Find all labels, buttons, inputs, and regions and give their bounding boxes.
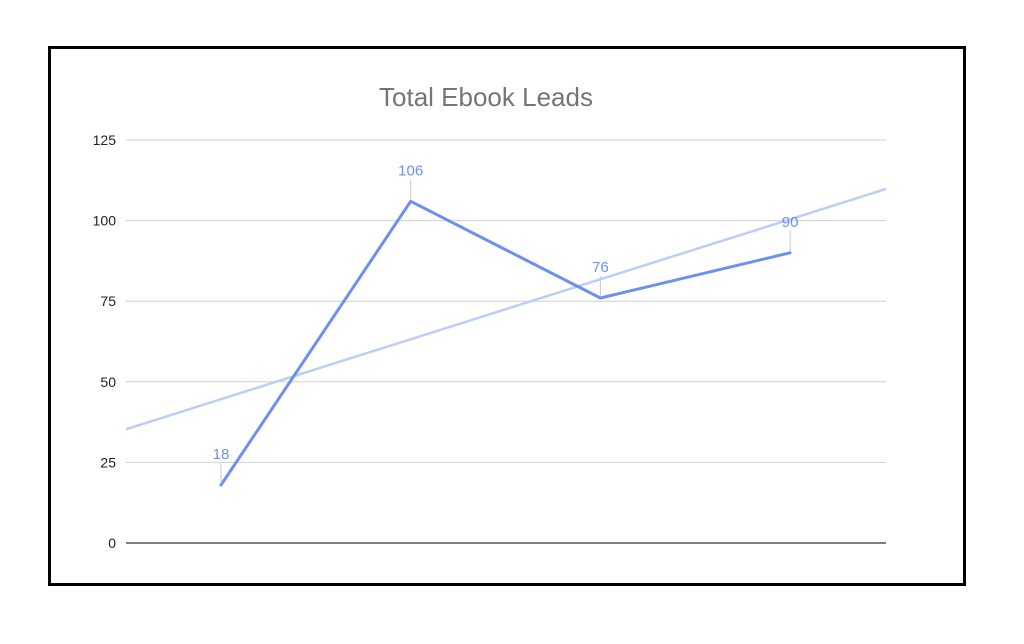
chart-title: Total Ebook Leads — [379, 82, 593, 112]
chart-frame — [48, 46, 966, 586]
series-line — [219, 199, 792, 487]
trendline-path — [125, 187, 887, 431]
data-label: 90 — [782, 214, 799, 231]
data-labels: 18 106 76 90 — [213, 162, 799, 483]
data-label: 18 — [213, 446, 230, 463]
data-label: 76 — [592, 259, 609, 276]
gridlines — [126, 139, 886, 544]
y-tick-label: 100 — [93, 213, 117, 229]
y-axis: 0 25 50 75 100 125 — [93, 132, 117, 551]
trendline — [125, 187, 887, 431]
y-tick-label: 50 — [100, 374, 116, 390]
y-tick-label: 25 — [100, 454, 116, 470]
series — [219, 199, 792, 487]
y-tick-label: 0 — [108, 535, 116, 551]
data-label: 106 — [398, 162, 423, 179]
y-tick-label: 75 — [100, 293, 116, 309]
y-tick-label: 125 — [93, 132, 117, 148]
